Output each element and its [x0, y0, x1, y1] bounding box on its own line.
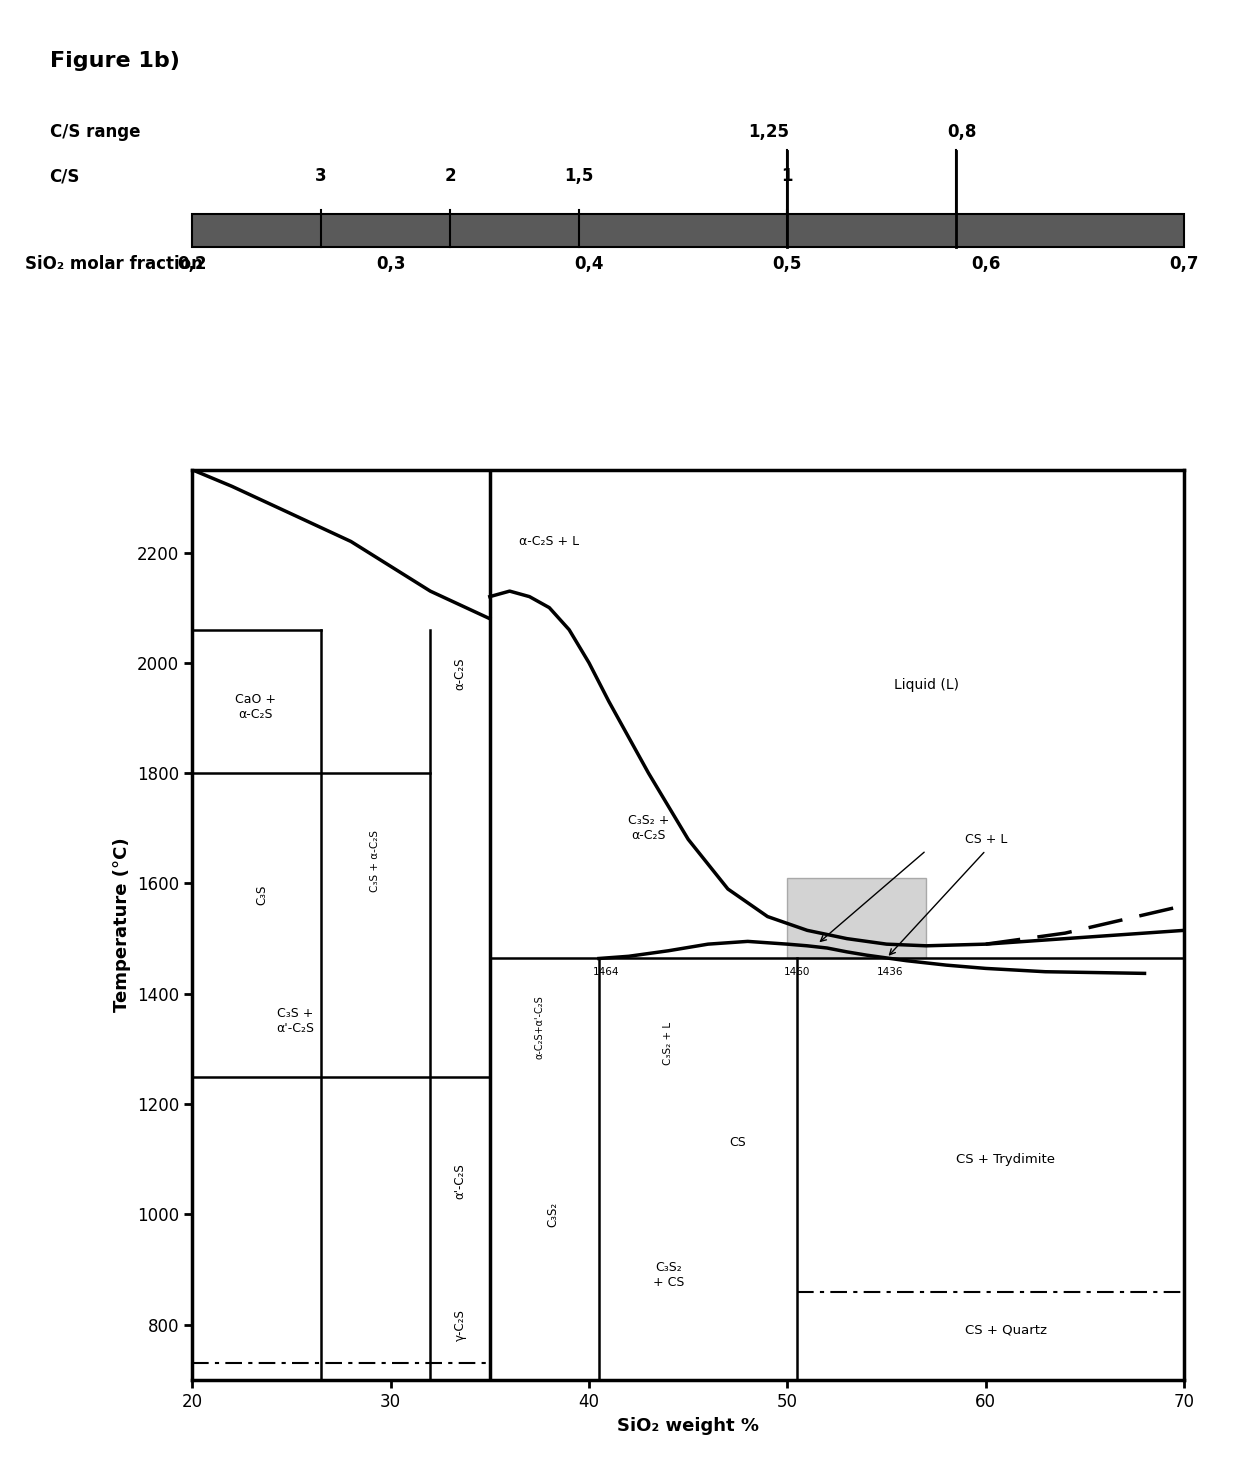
Text: 1464: 1464 — [593, 967, 620, 978]
Y-axis label: Temperature (°C): Temperature (°C) — [113, 838, 131, 1011]
Text: 0,5: 0,5 — [773, 255, 802, 273]
Text: C₃S +
α'-C₂S: C₃S + α'-C₂S — [277, 1007, 315, 1035]
Text: α-C₂S: α-C₂S — [454, 658, 466, 690]
Text: α'-C₂S: α'-C₂S — [454, 1164, 466, 1199]
Text: 3: 3 — [315, 167, 327, 185]
Text: 0,2: 0,2 — [177, 255, 207, 273]
Text: α-C₂S+α'-C₂S: α-C₂S+α'-C₂S — [534, 995, 544, 1058]
Bar — [787, 878, 926, 959]
Text: C₃S + α-C₂S: C₃S + α-C₂S — [370, 831, 379, 893]
Text: γ-C₂S: γ-C₂S — [454, 1309, 466, 1340]
Text: 1,25: 1,25 — [748, 123, 790, 141]
Text: C₃S₂
+ CS: C₃S₂ + CS — [652, 1261, 684, 1289]
Text: 1: 1 — [781, 167, 794, 185]
Text: α-C₂S + L: α-C₂S + L — [520, 534, 579, 548]
Text: C₃S₂: C₃S₂ — [547, 1202, 559, 1227]
Text: CS + Quartz: CS + Quartz — [965, 1324, 1047, 1337]
Text: Figure 1b): Figure 1b) — [50, 51, 180, 72]
Text: CS + Trydimite: CS + Trydimite — [956, 1152, 1055, 1166]
Text: C₃S₂ + L: C₃S₂ + L — [663, 1022, 673, 1064]
Text: SiO₂ molar fraction: SiO₂ molar fraction — [25, 255, 202, 273]
Text: 0,6: 0,6 — [971, 255, 1001, 273]
Text: 1460: 1460 — [784, 967, 810, 978]
Text: C₃S: C₃S — [255, 884, 268, 904]
X-axis label: SiO₂ weight %: SiO₂ weight % — [618, 1417, 759, 1434]
Text: 2: 2 — [444, 167, 456, 185]
Text: 0,3: 0,3 — [376, 255, 405, 273]
Text: C₃S₂ +
α-C₂S: C₃S₂ + α-C₂S — [627, 815, 670, 843]
Text: CS: CS — [729, 1136, 746, 1149]
Text: 1,5: 1,5 — [564, 167, 594, 185]
Text: 0,7: 0,7 — [1169, 255, 1199, 273]
Text: 0,8: 0,8 — [947, 123, 977, 141]
Text: 1436: 1436 — [877, 967, 903, 978]
Text: C/S: C/S — [50, 167, 79, 185]
Text: CaO +
α-C₂S: CaO + α-C₂S — [236, 693, 277, 721]
Text: CS + L: CS + L — [965, 832, 1007, 846]
Text: C/S range: C/S range — [50, 123, 140, 141]
Text: 0,4: 0,4 — [574, 255, 604, 273]
Text: Liquid (L): Liquid (L) — [894, 678, 959, 691]
